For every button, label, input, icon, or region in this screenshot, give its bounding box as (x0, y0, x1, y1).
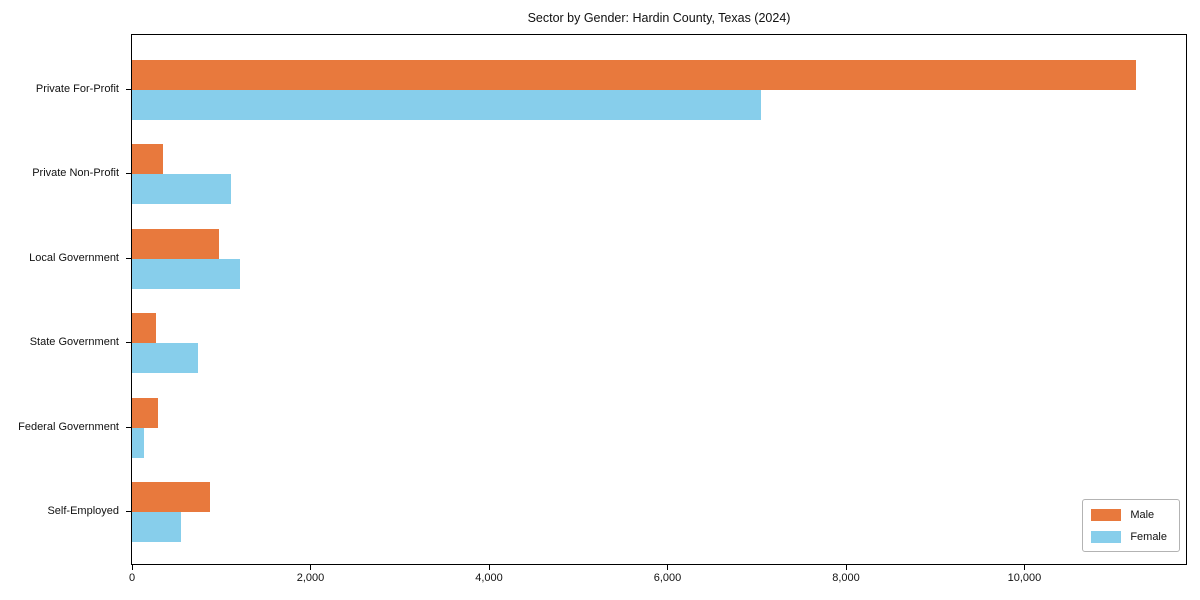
bar-male-2 (132, 228, 219, 259)
legend-swatch-female (1091, 530, 1122, 543)
x-tick-label: 2,000 (296, 572, 325, 584)
x-tick-mark (667, 565, 669, 570)
bar-female-2 (132, 258, 241, 289)
y-category-label: Private For-Profit (35, 83, 119, 95)
bar-female-4 (132, 427, 145, 458)
x-tick-mark (845, 565, 847, 570)
y-category-label: Local Government (29, 251, 119, 264)
y-category-label: Self-Employed (47, 505, 119, 517)
chart-title: Sector by Gender: Hardin County, Texas (… (527, 11, 791, 25)
x-tick-label: 4,000 (475, 572, 503, 584)
legend: Male Female (1082, 499, 1180, 552)
bar-male-3 (132, 313, 156, 344)
bar-female-5 (132, 512, 182, 542)
legend-swatch-male (1091, 508, 1122, 521)
bar-male-5 (132, 482, 210, 512)
y-category-label: Federal Government (18, 420, 119, 433)
y-tick-mark (126, 426, 131, 428)
bar-female-0 (132, 90, 762, 120)
y-category-label: Private Non-Profit (32, 167, 119, 180)
bar-male-0 (132, 60, 1137, 90)
x-tick-mark (1024, 565, 1026, 570)
y-tick-mark (126, 257, 131, 259)
legend-entry-male: Male (1091, 506, 1167, 523)
y-tick-mark (126, 342, 131, 344)
bar-male-4 (132, 397, 158, 428)
x-tick-label: 10,000 (1007, 572, 1042, 584)
legend-entry-female: Female (1091, 528, 1167, 545)
x-tick-mark (132, 565, 133, 570)
bar-female-3 (132, 343, 199, 374)
x-tick-mark (310, 565, 312, 570)
plot-area: Male Female (131, 34, 1187, 565)
y-tick-mark (126, 89, 131, 90)
bar-male-1 (132, 144, 164, 175)
bar-female-1 (132, 174, 232, 205)
legend-label: Female (1130, 530, 1167, 543)
x-tick-label: 8,000 (832, 572, 860, 584)
y-category-label: State Government (29, 336, 119, 349)
y-tick-mark (126, 173, 131, 175)
legend-label: Male (1130, 508, 1155, 521)
x-tick-label: 6,000 (653, 572, 682, 584)
x-tick-mark (488, 565, 490, 570)
y-tick-mark (126, 511, 131, 512)
x-tick-label: 0 (128, 572, 136, 584)
